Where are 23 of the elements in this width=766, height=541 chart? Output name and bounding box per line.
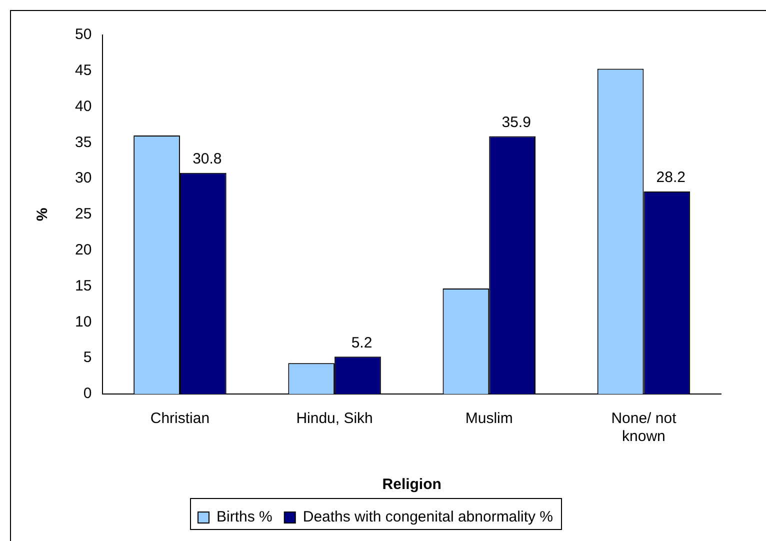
data-label: 5.2 — [351, 334, 372, 352]
data-label: 35.9 — [502, 114, 531, 131]
x-tick-label: None/ not known — [611, 410, 678, 446]
y-tick-label: 15 — [74, 277, 92, 294]
x-tick-label: Christian — [150, 410, 210, 428]
y-tick-label: 35 — [74, 134, 92, 151]
y-tick-label: 25 — [74, 206, 92, 223]
y-tick-label: 50 — [74, 26, 92, 44]
y-tick-label: 40 — [74, 98, 92, 115]
x-tick-label: Muslim — [465, 410, 513, 428]
y-tick-label: 0 — [83, 385, 92, 402]
y-axis-title: % — [34, 208, 52, 222]
y-tick-label: 30 — [74, 170, 92, 187]
data-label: 30.8 — [192, 150, 222, 168]
x-tick-label: Hindu, Sikh — [296, 410, 373, 428]
y-tick-label: 20 — [74, 242, 92, 259]
legend-label: Births % — [216, 508, 272, 526]
x-axis-title: Religion — [382, 476, 442, 494]
y-tick-label: 5 — [83, 349, 92, 366]
legend-label: Deaths with congenital abnormality % — [302, 508, 553, 526]
y-tick-label: 45 — [74, 62, 92, 80]
y-tick-label: 10 — [74, 313, 92, 330]
data-label: 28.2 — [656, 169, 686, 186]
